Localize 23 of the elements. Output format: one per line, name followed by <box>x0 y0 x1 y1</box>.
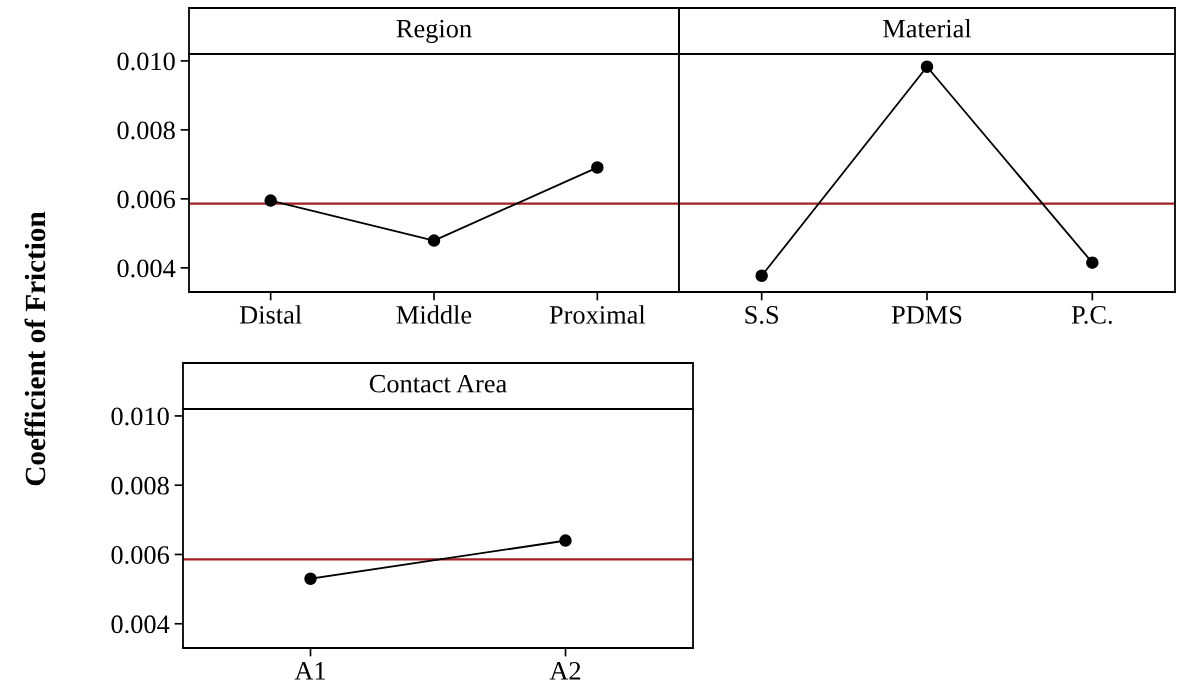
x-tick-label: A2 <box>549 662 581 680</box>
y-tick-label: 0.006 <box>111 546 170 565</box>
point <box>591 161 604 174</box>
x-tick-label: Distal <box>239 305 302 324</box>
y-tick-label: 0.004 <box>111 615 170 634</box>
y-tick-label: 0.008 <box>111 476 169 495</box>
x-tick-label: P.C. <box>1071 306 1112 324</box>
x-tick-label: Proximal <box>549 305 646 324</box>
x-tick-label: Middle <box>396 305 472 324</box>
y-tick-label: 0.010 <box>111 407 169 426</box>
x-tick-label: S.S <box>745 306 779 324</box>
y-tick-label: 0.004 <box>117 259 176 278</box>
y-tick-label: 0.010 <box>117 52 175 71</box>
chart-title: Contact Area <box>369 374 507 393</box>
x-tick-label: A1 <box>294 662 326 680</box>
x-tick-label: PDMS <box>891 306 962 324</box>
y-axis-title: Coefficient of Friction <box>24 211 46 486</box>
point <box>427 234 441 247</box>
y-tick-label: 0.006 <box>117 190 176 209</box>
y-tick-label: 0.008 <box>117 121 175 140</box>
point <box>264 194 277 207</box>
chart-title: Region <box>396 19 472 43</box>
chart-title: Material <box>883 19 972 38</box>
